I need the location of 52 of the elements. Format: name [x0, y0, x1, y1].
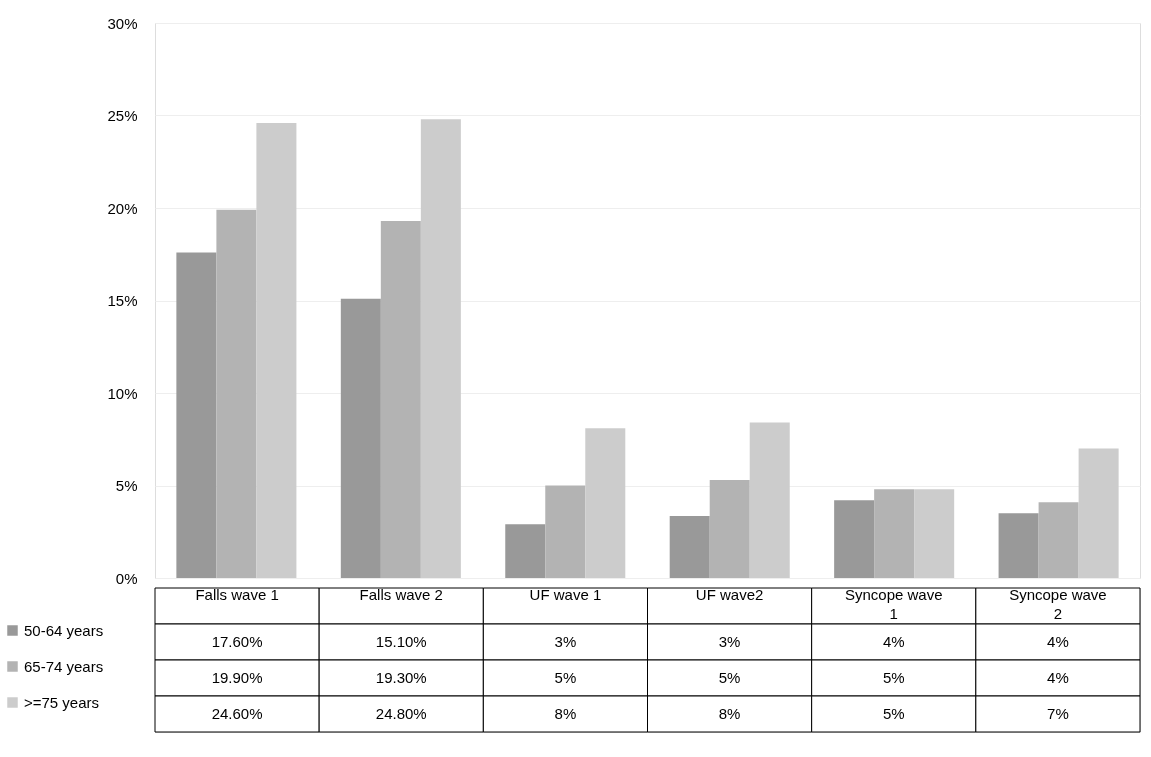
- y-tick-label: 30%: [107, 14, 138, 32]
- data-label: 17.60%: [211, 633, 263, 650]
- data-label: 5%: [882, 669, 905, 686]
- bar: [380, 220, 421, 578]
- bar: [669, 516, 710, 578]
- legend-label: 65-74 years: [24, 657, 104, 675]
- bar: [1078, 448, 1119, 578]
- data-label: 8%: [554, 705, 577, 722]
- y-tick-label: 0%: [115, 569, 138, 587]
- bar: [340, 298, 381, 578]
- y-tick-label: 20%: [107, 199, 138, 217]
- y-tick-label: 10%: [107, 384, 138, 402]
- data-label: 7%: [1047, 705, 1069, 722]
- data-label: 19.30%: [375, 669, 427, 686]
- x-tick-label: Syncope wave 1: [844, 585, 943, 622]
- bar: [545, 485, 586, 578]
- data-label: 15.10%: [375, 633, 427, 650]
- data-label: 19.90%: [211, 669, 263, 686]
- bar: [749, 422, 790, 578]
- bar: [216, 209, 257, 578]
- legend-label: >=75 years: [24, 693, 100, 711]
- data-label: 24.80%: [375, 705, 427, 722]
- bar: [709, 479, 750, 578]
- x-tick-label: Falls wave 2: [359, 585, 443, 603]
- y-tick-label: 5%: [115, 477, 138, 494]
- x-tick-label: Syncope wave 2: [1009, 585, 1107, 622]
- legend-label: 50-64 years: [24, 621, 104, 639]
- bar: [874, 489, 915, 578]
- bar: [505, 524, 546, 578]
- data-label: 5%: [554, 669, 577, 686]
- bar: [998, 513, 1039, 578]
- data-label: 4%: [1047, 633, 1069, 650]
- data-label: 8%: [718, 705, 741, 722]
- bar: [176, 252, 217, 578]
- y-tick-label: 25%: [107, 107, 138, 124]
- data-label: 4%: [882, 633, 905, 650]
- bar: [585, 428, 626, 578]
- data-label: 5%: [718, 669, 741, 686]
- data-label: 4%: [1047, 669, 1069, 686]
- bar: [420, 119, 461, 578]
- data-label: 3%: [554, 633, 577, 650]
- x-tick-label: Falls wave 1: [195, 585, 279, 603]
- bar: [914, 489, 955, 578]
- data-label: 5%: [882, 705, 905, 722]
- data-label: 24.60%: [211, 705, 263, 722]
- y-tick-label: 15%: [107, 292, 138, 309]
- x-tick-label: UF wave 1: [529, 585, 602, 603]
- bar: [1038, 502, 1079, 578]
- x-tick-label: UF wave2: [695, 585, 764, 603]
- data-label: 3%: [718, 633, 741, 650]
- bar: [834, 500, 875, 578]
- bar: [256, 122, 297, 578]
